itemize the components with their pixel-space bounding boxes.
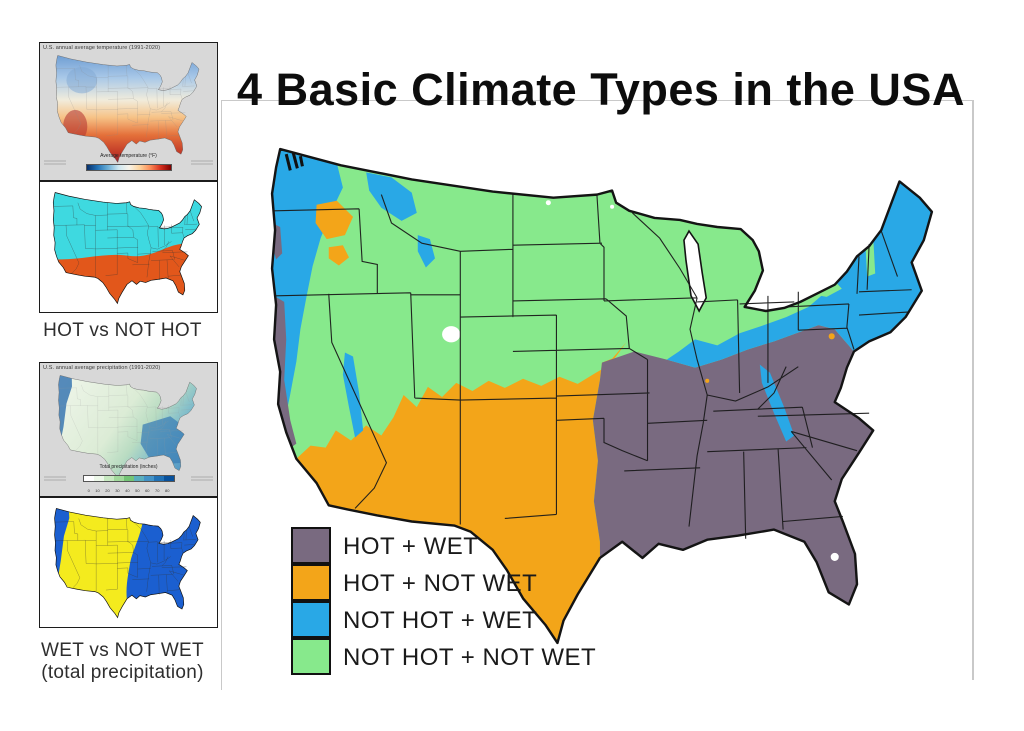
nd-lake-speck [545, 200, 551, 206]
legend-item: HOT + NOT WET [291, 564, 596, 602]
temperature-map-panel: U.S. annual average temperature (1991-20… [39, 42, 218, 181]
dc-orange-speck [828, 333, 835, 340]
colorbar-tick: 50 [135, 488, 140, 493]
legend-label: HOT + WET [343, 532, 479, 560]
legend-label: HOT + NOT WET [343, 569, 538, 597]
legend-label: NOT HOT + WET [343, 606, 538, 634]
map-credit-smudge [191, 160, 213, 166]
tn-orange-speck [705, 378, 710, 383]
lake-okeechobee [830, 552, 839, 561]
legend-swatch-not-hot-wet [291, 601, 331, 638]
hot-map-caption: HOT vs NOT HOT [43, 320, 202, 341]
temperature-map-title: U.S. annual average temperature (1991-20… [43, 45, 161, 51]
wet-binary-map-panel [39, 497, 218, 628]
temperature-colorbar-label: Average temperature (°F) [100, 153, 157, 159]
precipitation-map [58, 375, 197, 479]
wet-map-caption-line2: (total precipitation) [41, 662, 204, 683]
hot-binary-map-panel [39, 181, 218, 313]
frame-vertical-line-left [221, 100, 222, 690]
colorbar-tick: 30 [115, 488, 120, 493]
climate-types-map [270, 147, 934, 645]
colorbar-tick: 10 [95, 488, 100, 493]
colorbar-tick: 20 [105, 488, 110, 493]
precipitation-map-panel: U.S. annual average precipitation (1991-… [39, 362, 218, 497]
legend-swatch-not-hot-not-wet [291, 638, 331, 675]
temperature-map [55, 55, 200, 163]
region-oregon-orange [328, 245, 349, 266]
lake-michigan [683, 229, 708, 313]
temperature-colorbar [85, 164, 172, 172]
frame-vertical-line-right [972, 100, 974, 680]
colorbar-tick: 60 [145, 488, 150, 493]
page-title: 4 Basic Climate Types in the USA [237, 64, 965, 115]
hot-vs-not-hot-map [52, 192, 202, 304]
legend-item: NOT HOT + NOT WET [291, 638, 597, 676]
wet-map-caption-line1: WET vs NOT WET [41, 640, 204, 661]
region-sierra-blue [342, 352, 364, 438]
region-appalachian-blue [759, 364, 795, 442]
region-rockies-blue [366, 172, 417, 221]
map-credit-smudge [191, 476, 213, 482]
precipitation-map-title: U.S. annual average precipitation (1991-… [43, 365, 161, 371]
frame-horizontal-line [221, 100, 973, 101]
climate-legend: HOT + WET HOT + NOT WET NOT HOT + WET NO… [291, 527, 597, 676]
mn-lake-speck [610, 204, 615, 209]
region-hot-wet [592, 325, 874, 605]
puget-sound [284, 152, 304, 171]
map-credit-smudge [44, 476, 66, 482]
colorbar-tick: 40 [125, 488, 130, 493]
region-not-hot-wet-northeast [666, 181, 932, 368]
colorbar-tick: 80 [164, 488, 170, 493]
map-credit-smudge [44, 160, 66, 166]
legend-item: NOT HOT + WET [291, 601, 596, 639]
colorbar-tick: 70 [155, 488, 160, 493]
legend-label: NOT HOT + NOT WET [343, 643, 597, 671]
precipitation-colorbar-label: Total precipitation (inches) [99, 464, 158, 470]
precipitation-colorbar [82, 475, 175, 483]
region-columbia-orange [315, 200, 354, 240]
legend-swatch-hot-wet [291, 527, 331, 564]
wet-vs-not-wet-map [54, 508, 201, 618]
legend-swatch-hot-not-wet [291, 564, 331, 601]
legend-item: HOT + WET [291, 527, 596, 565]
region-coastal-purple [272, 295, 297, 450]
precipitation-colorbar-ticks: 0 10 20 30 40 50 60 70 80 [40, 488, 217, 493]
region-hot-not-wet [296, 342, 627, 643]
great-salt-lake [442, 326, 461, 343]
wet-map-caption: WET vs NOT WET (total precipitation) [10, 640, 235, 684]
colorbar-tick: 0 [87, 488, 90, 493]
